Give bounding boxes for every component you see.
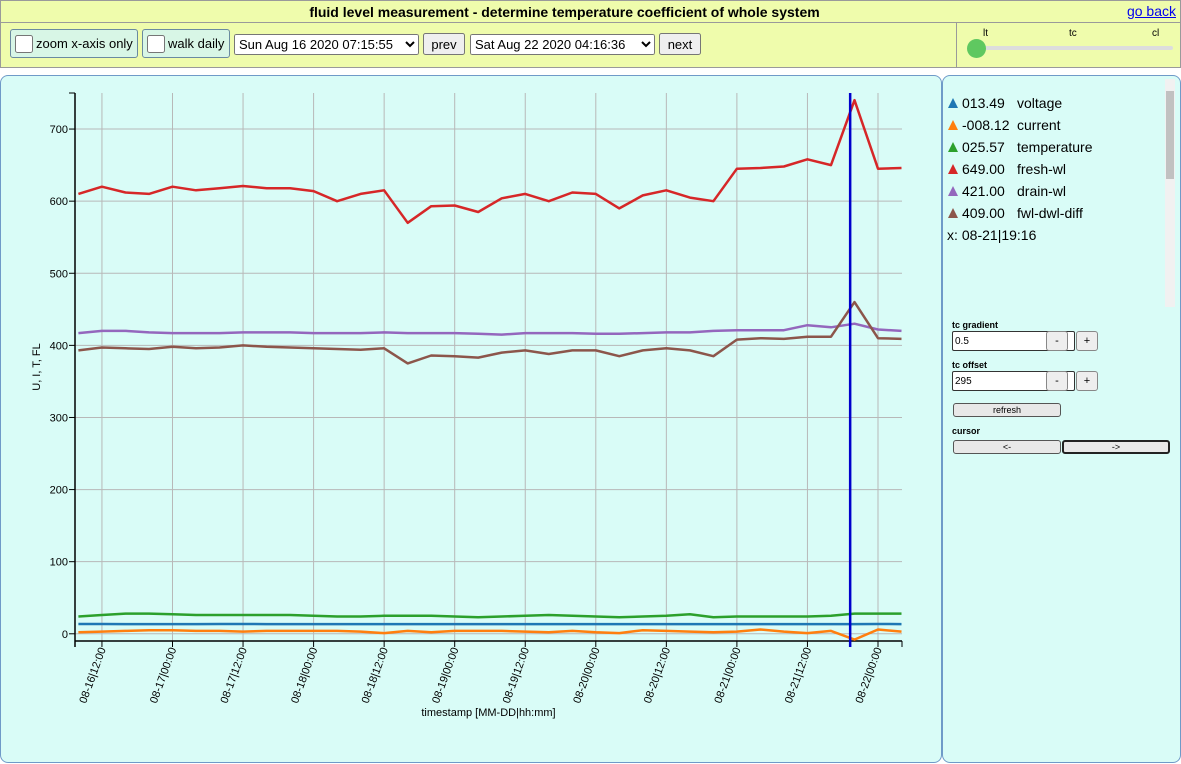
- legend-value: 649.00: [962, 161, 1005, 177]
- y-tick-label: 400: [50, 340, 68, 352]
- legend-name: drain-wl: [1017, 183, 1067, 199]
- legend-entry: 025.57 temperature: [947, 136, 1092, 158]
- legend-name: voltage: [1017, 95, 1063, 111]
- x-tick-label: 08-17|00:00: [148, 646, 179, 705]
- series-line: [78, 628, 902, 641]
- legend-marker: [948, 120, 958, 130]
- x-tick-label: 08-21|00:00: [712, 646, 743, 705]
- gradient-label: tc gradient: [952, 320, 999, 330]
- cursor-x-label: x:: [947, 227, 958, 243]
- legend-name: fwl-dwl-diff: [1017, 205, 1083, 221]
- offset-plus[interactable]: +: [1076, 371, 1098, 391]
- y-tick-label: 600: [50, 196, 68, 208]
- cursor-right[interactable]: ->: [1062, 440, 1170, 454]
- page-title: fluid level measurement - determine temp…: [309, 4, 820, 20]
- y-tick-label: 0: [62, 629, 68, 641]
- legend-marker: [948, 98, 958, 108]
- chart: 0 100 200 300 400 500 600 700 08-16|12:00 08-17|0…: [31, 92, 903, 719]
- legend-marker: [948, 186, 958, 196]
- legend-value: 025.57: [962, 139, 1005, 155]
- slider-label: tc: [1069, 28, 1077, 39]
- x-tick-label: 08-18|12:00: [360, 646, 391, 705]
- start-select[interactable]: Sun Aug 16 2020 07:15:55: [234, 34, 419, 55]
- walk-checkbox[interactable]: [147, 34, 165, 53]
- cursor-left[interactable]: <-: [953, 440, 1061, 454]
- zoom-checkbox[interactable]: [15, 34, 33, 53]
- x-tick-label: 08-17|12:00: [219, 646, 250, 705]
- prev-button[interactable]: prev: [423, 33, 465, 55]
- slider-track: [967, 46, 1173, 50]
- slider-thumb[interactable]: [967, 39, 986, 58]
- x-tick-label: 08-19|00:00: [430, 646, 461, 705]
- y-tick-label: 500: [50, 268, 68, 280]
- gradient-input[interactable]: [952, 331, 1075, 351]
- separator: [956, 23, 957, 67]
- series-line: [78, 98, 902, 225]
- legend-name: temperature: [1017, 139, 1093, 155]
- x-tick-label: 08-19|12:00: [501, 646, 532, 705]
- offset-input[interactable]: [952, 371, 1075, 391]
- scrollbar[interactable]: [1165, 79, 1175, 307]
- refresh-button[interactable]: refresh: [953, 403, 1061, 417]
- legend-value: -008.12: [962, 117, 1010, 133]
- y-tick-label: 200: [50, 485, 68, 497]
- legend-marker: [948, 164, 958, 174]
- y-tick-label: 100: [50, 557, 68, 569]
- legend-triangle: [948, 186, 958, 196]
- header-bar: fluid level measurement - determine temp…: [0, 0, 1181, 23]
- y-tick-label: 300: [50, 412, 68, 424]
- walk-toggle[interactable]: walk daily: [142, 29, 230, 58]
- gradient-plus[interactable]: +: [1076, 331, 1098, 351]
- x-tick-label: 08-20|12:00: [642, 646, 673, 705]
- legend-value: 013.49: [962, 95, 1005, 111]
- series-line: [78, 300, 902, 365]
- legend-triangle: [948, 98, 958, 108]
- side-panel: 013.49 voltage -008.12 current 025.57 tempera…: [942, 75, 1181, 763]
- end-select[interactable]: Sat Aug 22 2020 04:16:36: [470, 34, 655, 55]
- x-tick-label: 08-20|00:00: [571, 646, 602, 705]
- legend-entry: -008.12 current: [947, 114, 1061, 136]
- cursor-x-value: 08-21|19:16: [961, 227, 1037, 243]
- legend-entry: 013.49 voltage: [947, 92, 1062, 114]
- x-tick-label: 08-21|12:00: [783, 646, 814, 705]
- next-button[interactable]: next: [659, 33, 701, 55]
- cursor-readout: x: 08-21|19:16: [947, 224, 1036, 246]
- y-tick-label: 700: [50, 124, 68, 136]
- walk-label: walk daily: [168, 36, 225, 51]
- x-axis-label: timestamp [MM-DD|hh:mm]: [421, 707, 555, 719]
- legend-value: 409.00: [962, 205, 1005, 221]
- toolbar: zoom x-axis only walk daily Sun Aug 16 2…: [0, 23, 1181, 68]
- gradient-minus[interactable]: -: [1046, 331, 1068, 351]
- offset-label: tc offset: [952, 360, 988, 370]
- legend-marker: [948, 142, 958, 152]
- legend-triangle: [948, 164, 958, 174]
- series-line: [78, 612, 902, 619]
- chart-panel: 0 100 200 300 400 500 600 700 08-16|12:00 08-17|0…: [0, 75, 942, 763]
- slider-label: lt: [983, 28, 988, 39]
- x-tick-label: 08-18|00:00: [289, 646, 320, 705]
- legend-value: 421.00: [962, 183, 1005, 199]
- cursor-label: cursor: [952, 426, 981, 436]
- legend-triangle: [948, 142, 958, 152]
- x-tick-label: 08-16|12:00: [77, 646, 108, 705]
- zoom-toggle[interactable]: zoom x-axis only: [10, 29, 138, 58]
- back-link[interactable]: go back: [1126, 3, 1176, 19]
- legend-name: fresh-wl: [1017, 161, 1067, 177]
- legend-triangle: [948, 120, 958, 130]
- scroll-thumb[interactable]: [1166, 91, 1174, 179]
- offset-minus[interactable]: -: [1046, 371, 1068, 391]
- legend-marker: [948, 208, 958, 218]
- zoom-label: zoom x-axis only: [36, 36, 133, 51]
- x-tick-label: 08-22|00:00: [854, 646, 885, 705]
- y-axis-label: U, I, T, FL: [31, 343, 43, 390]
- slider-label: cl: [1152, 28, 1160, 39]
- legend-entry: 409.00 fwl-dwl-diff: [947, 202, 1083, 224]
- legend-triangle: [948, 208, 958, 218]
- series-line: [78, 322, 902, 336]
- legend-entry: 421.00 drain-wl: [947, 180, 1066, 202]
- legend-name: current: [1017, 117, 1061, 133]
- legend-entry: 649.00 fresh-wl: [947, 158, 1066, 180]
